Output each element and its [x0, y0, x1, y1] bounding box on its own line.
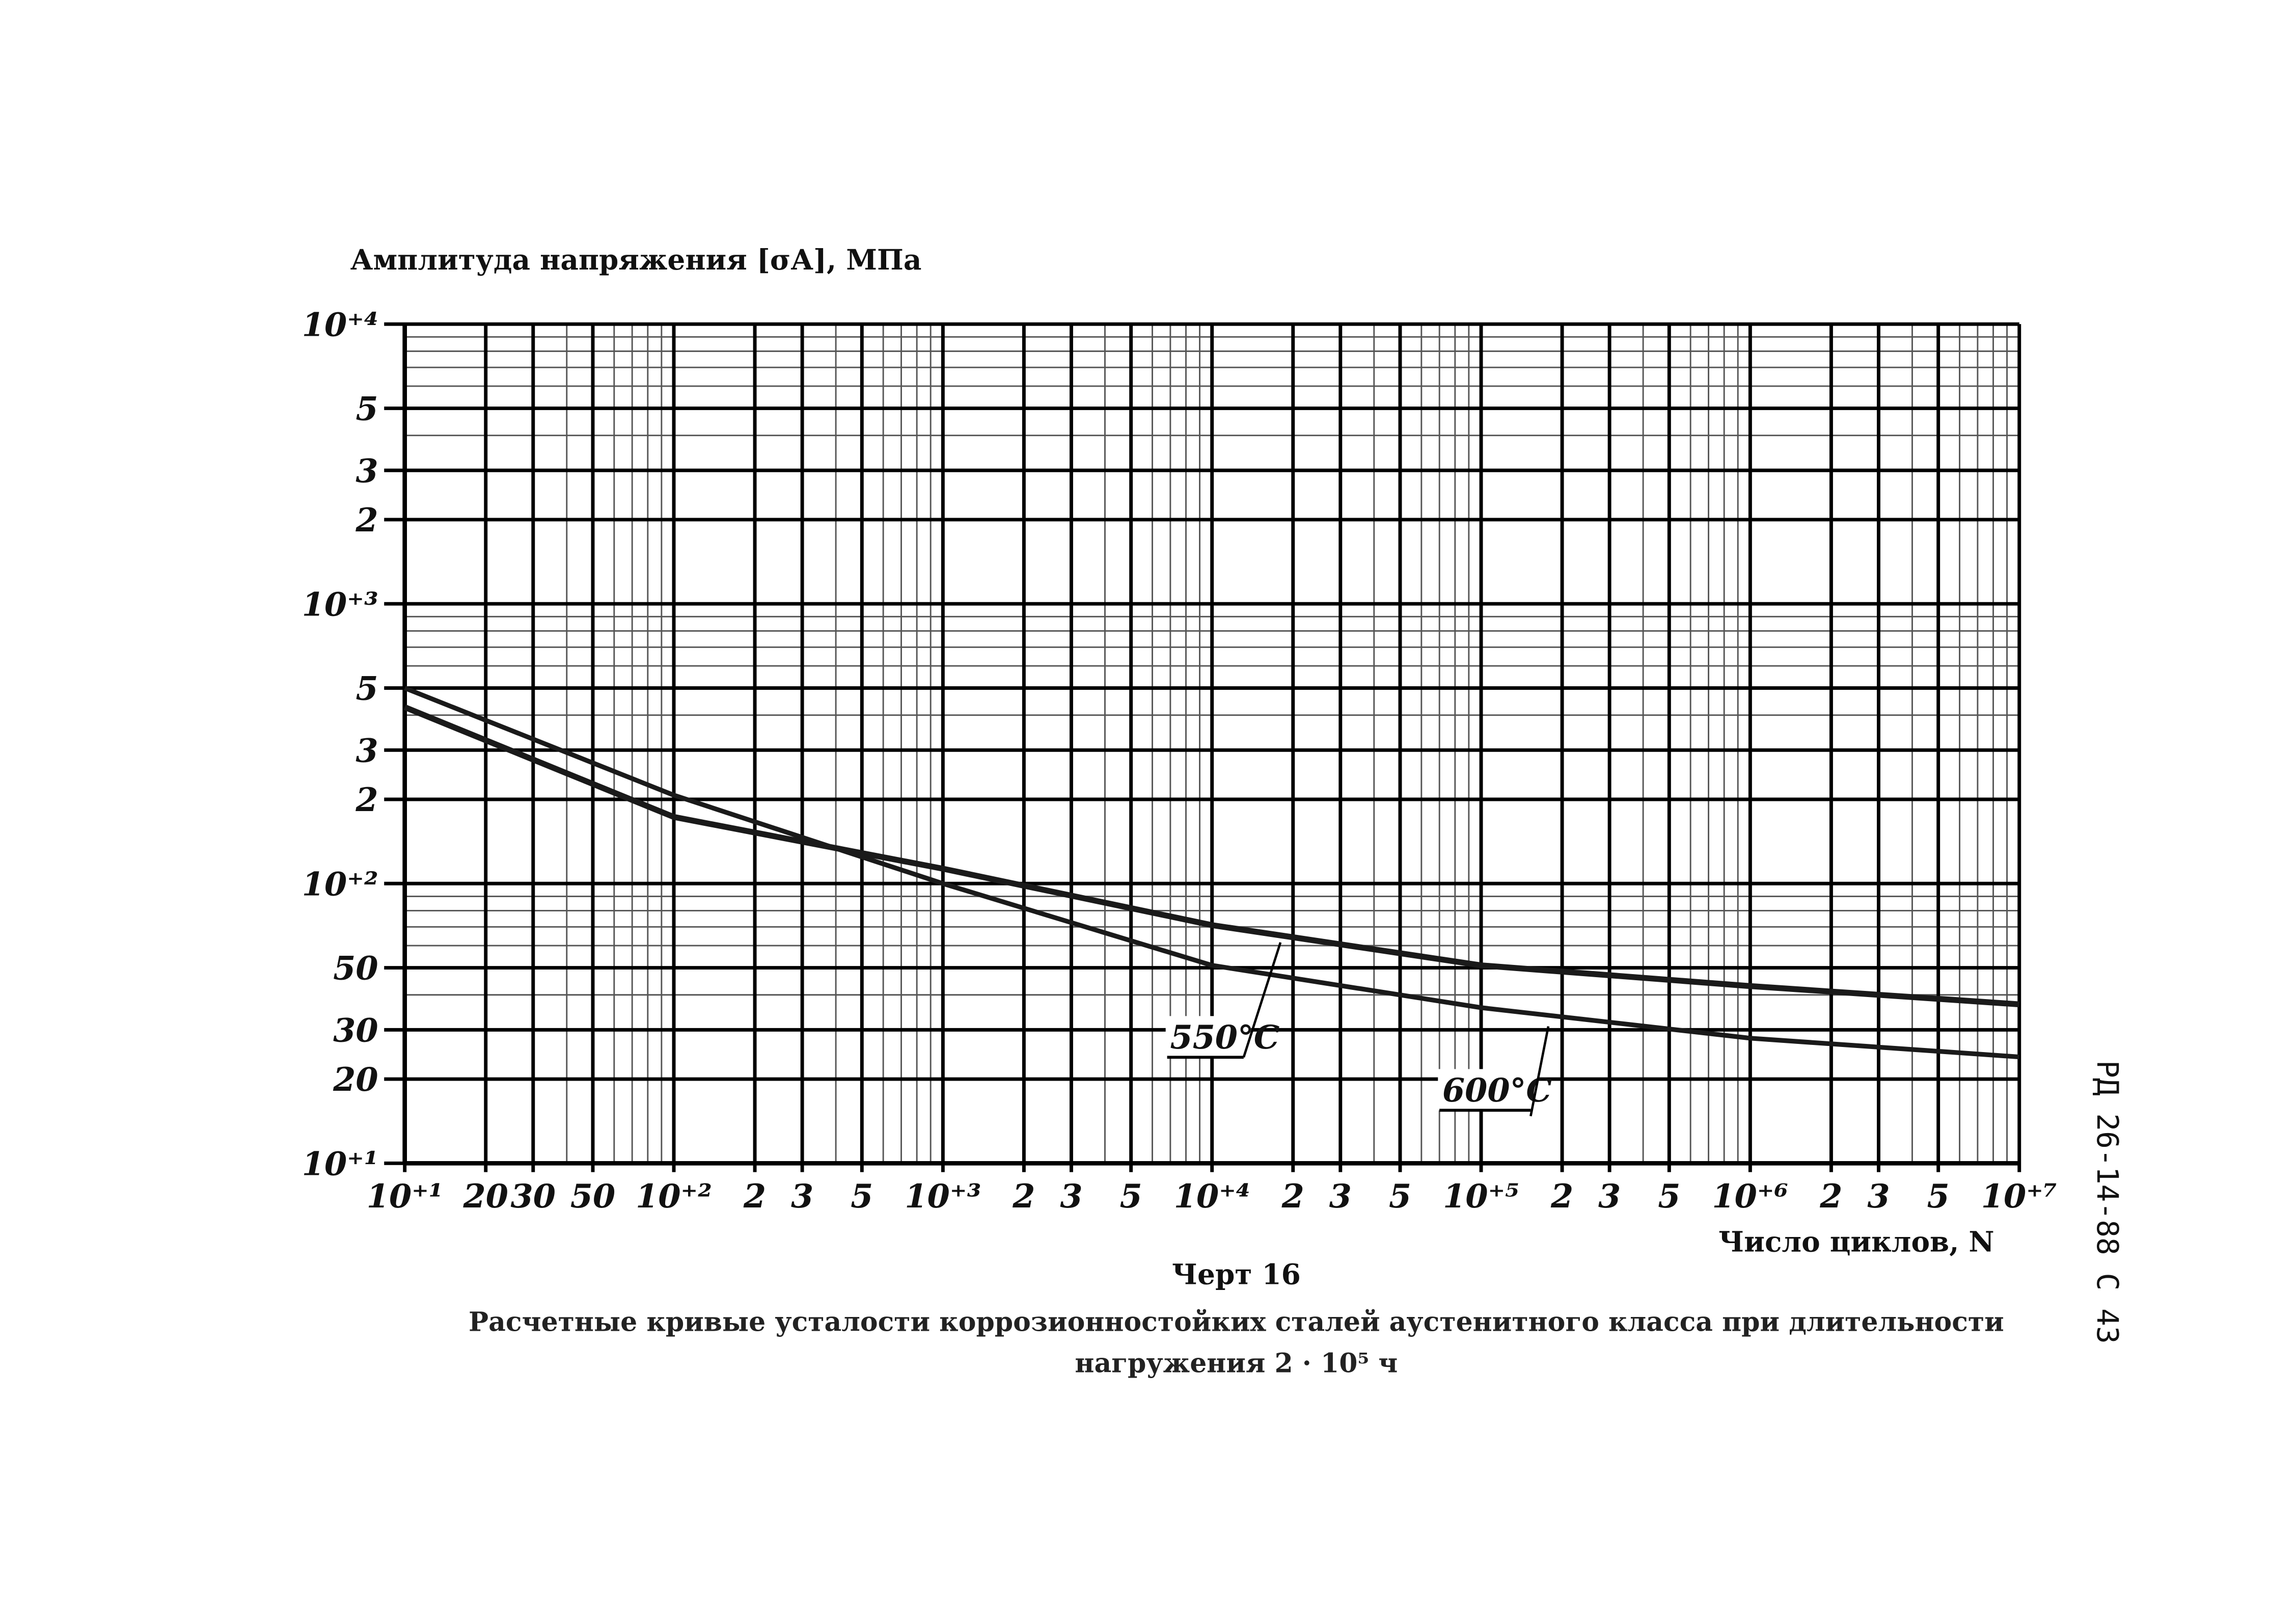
y-tick-label: 10⁺² — [302, 865, 378, 903]
label-backdrop — [1438, 1069, 1538, 1111]
y-tick-label: 2 — [355, 781, 378, 819]
x-tick-label: 50 — [570, 1177, 615, 1215]
x-tick-label: 10⁺³ — [905, 1177, 981, 1215]
document-code: РД 26-14-88 С 43 — [2090, 1060, 2125, 1344]
curve — [403, 704, 2020, 1008]
x-tick-label: 3 — [1867, 1177, 1890, 1215]
y-tick-label: 50 — [333, 949, 378, 987]
x-tick-label: 5 — [1927, 1177, 1950, 1215]
y-tick-label: 5 — [356, 669, 378, 708]
leader-line — [1529, 1026, 1550, 1117]
leader-line — [1242, 942, 1282, 1058]
y-tick-label: 3 — [356, 731, 378, 769]
y-tick-label: 3 — [356, 451, 378, 490]
x-tick-label: 2 — [1819, 1177, 1842, 1215]
curve — [403, 686, 2020, 1060]
x-tick-label: 10⁺⁵ — [1443, 1177, 1519, 1215]
x-tick-label: 2 — [743, 1177, 766, 1215]
figure-number: Черт 16 — [1172, 1257, 1301, 1290]
y-tick-label: 10⁺¹ — [302, 1144, 378, 1182]
x-tick-label: 3 — [1060, 1177, 1082, 1215]
x-tick-label: 10⁺² — [636, 1177, 712, 1215]
x-tick-label: 20 — [462, 1177, 508, 1215]
x-tick-label: 2 — [1281, 1177, 1304, 1215]
x-tick-label: 10⁺¹ — [367, 1177, 443, 1215]
y-tick-label: 2 — [355, 501, 378, 539]
x-tick-label: 5 — [1389, 1177, 1411, 1215]
y-tick-label: 10⁺³ — [302, 585, 378, 623]
y-tick-label: 20 — [333, 1060, 378, 1098]
caption-box: Расчетные кривые усталости коррозионност… — [469, 1307, 2004, 1380]
y-axis-label: Амплитуда напряжения [σА], МПа — [350, 243, 922, 276]
y-tick-label: 5 — [356, 390, 378, 428]
x-tick-label: 10⁺⁷ — [1981, 1177, 2058, 1215]
y-tick-label: 30 — [333, 1011, 378, 1049]
x-tick-label: 10⁺⁴ — [1174, 1177, 1250, 1215]
x-tick-label: 2 — [1012, 1177, 1035, 1215]
x-axis-label: Число циклов, N — [1718, 1225, 1994, 1258]
x-tick-label: 3 — [1598, 1177, 1621, 1215]
series-label: 550°C — [1170, 1018, 1279, 1056]
x-tick-label: 10⁺⁶ — [1712, 1177, 1788, 1215]
x-tick-label: 5 — [851, 1177, 873, 1215]
x-tick-label: 30 — [511, 1177, 556, 1215]
caption: Расчетные кривые усталости коррозионност… — [469, 1307, 2004, 1380]
x-tick-label: 3 — [1329, 1177, 1352, 1215]
label-backdrop — [1165, 1016, 1251, 1058]
x-tick-label: 5 — [1658, 1177, 1680, 1215]
x-tick-label: 5 — [1120, 1177, 1142, 1215]
y-tick-label: 10⁺⁴ — [302, 305, 378, 343]
x-tick-label: 2 — [1550, 1177, 1573, 1215]
x-tick-label: 3 — [791, 1177, 813, 1215]
